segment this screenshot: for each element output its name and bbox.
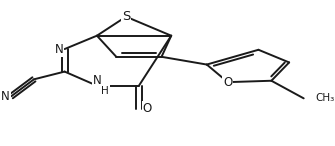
Text: O: O bbox=[143, 102, 152, 115]
Text: H: H bbox=[102, 86, 109, 96]
Text: CH₃: CH₃ bbox=[315, 93, 334, 103]
Text: O: O bbox=[223, 76, 232, 89]
Text: N: N bbox=[55, 43, 63, 56]
Text: N: N bbox=[92, 74, 101, 87]
Text: N: N bbox=[1, 90, 10, 103]
Text: S: S bbox=[122, 10, 130, 23]
